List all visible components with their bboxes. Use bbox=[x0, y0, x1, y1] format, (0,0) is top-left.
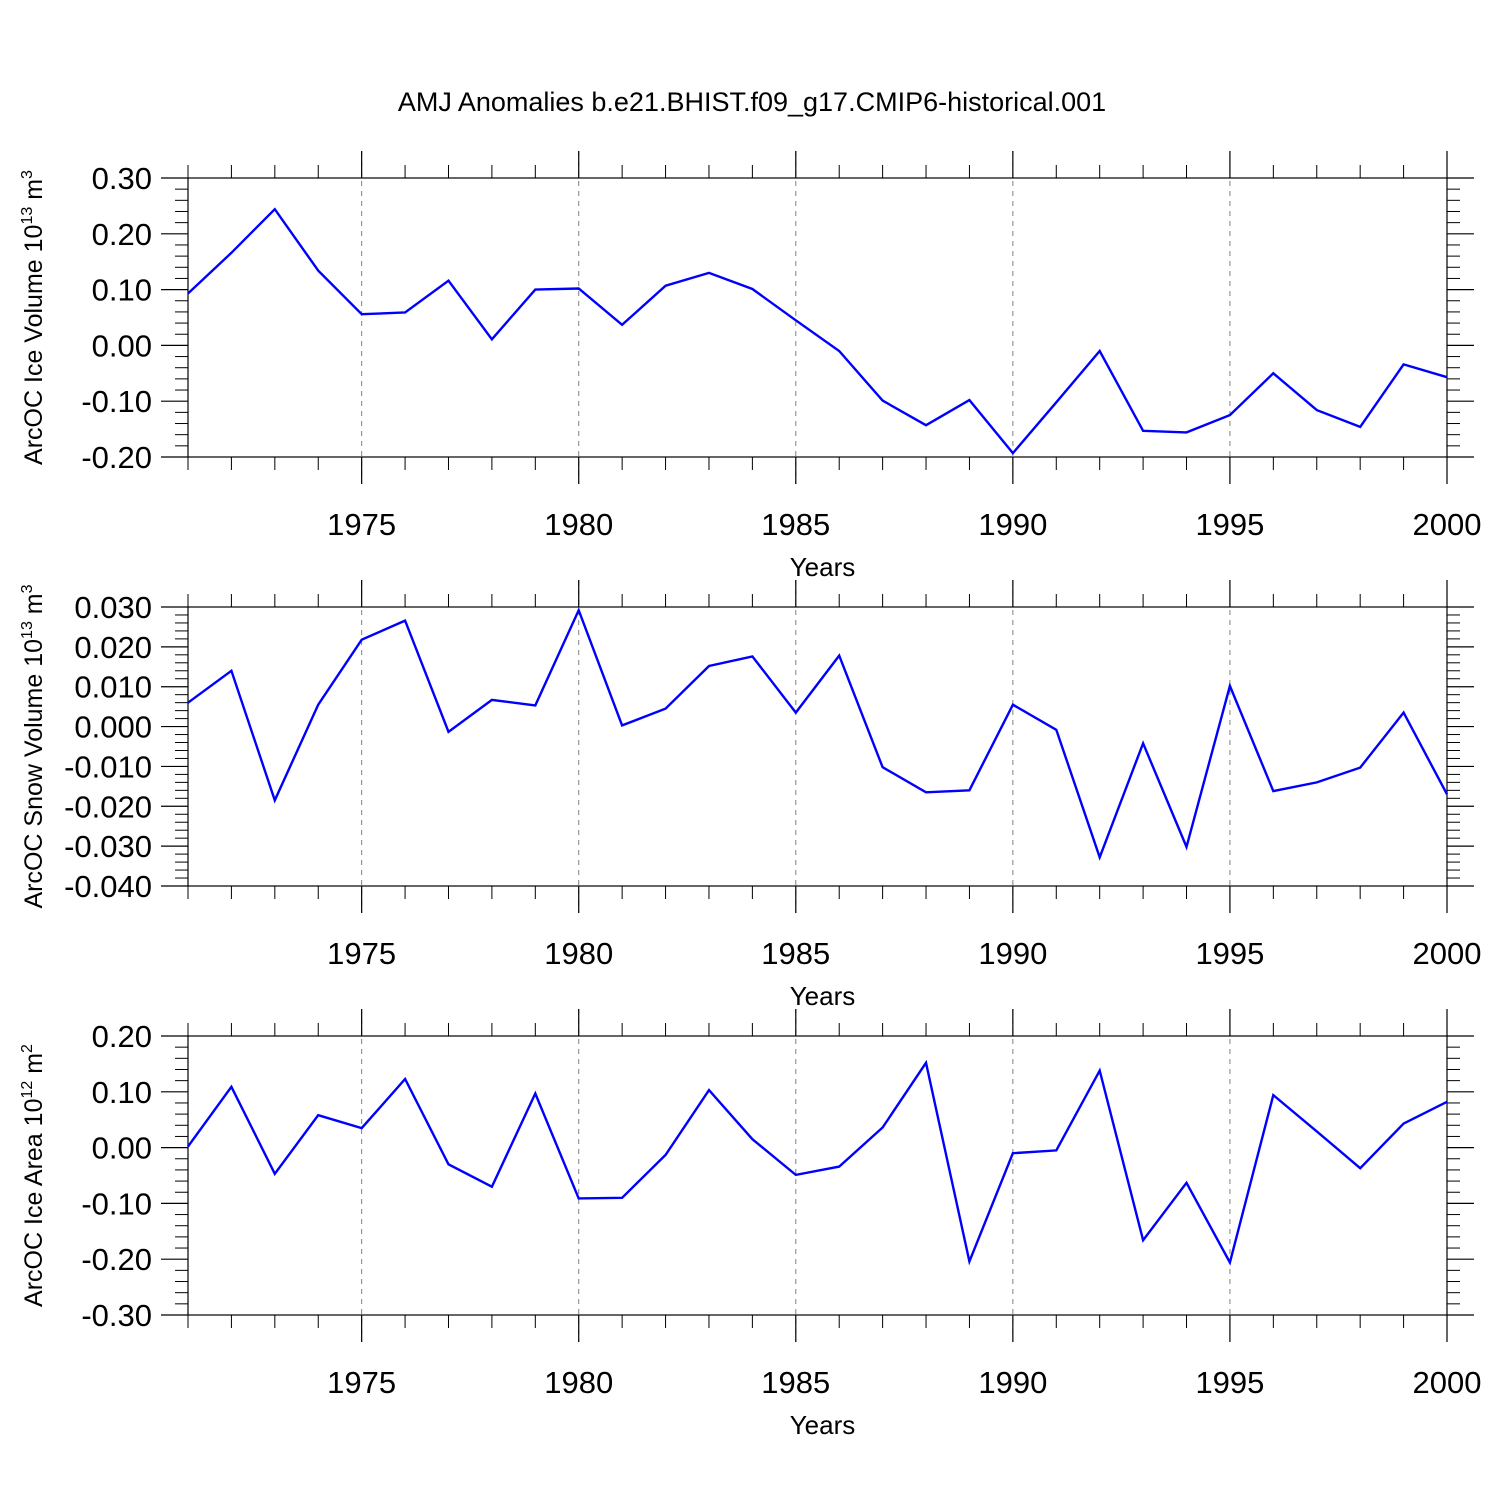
y-tick-label: -0.010 bbox=[64, 749, 152, 784]
x-tick-label: 1980 bbox=[544, 936, 613, 971]
y-tick-label: -0.030 bbox=[64, 829, 152, 864]
y-tick-label: -0.20 bbox=[81, 440, 152, 475]
y-tick-label: 0.000 bbox=[74, 710, 152, 745]
x-tick-label: 1985 bbox=[761, 507, 830, 542]
y-axis-label: ArcOC Ice Area 1012 m2 bbox=[19, 1044, 48, 1307]
x-tick-label: 1990 bbox=[978, 1365, 1047, 1400]
y-axis-label: ArcOC Ice Volume 1013 m3 bbox=[19, 170, 48, 465]
x-tick-label: 2000 bbox=[1413, 1365, 1482, 1400]
y-tick-label: 0.030 bbox=[74, 590, 152, 625]
plot-frame bbox=[187, 177, 1448, 458]
y-tick-label: -0.020 bbox=[64, 789, 152, 824]
x-tick-label: 2000 bbox=[1413, 936, 1482, 971]
plot-frame bbox=[187, 606, 1448, 887]
x-tick-label: 1995 bbox=[1195, 507, 1264, 542]
x-tick-label: 1990 bbox=[978, 936, 1047, 971]
x-tick-label: 1985 bbox=[761, 1365, 830, 1400]
x-axis-label: Years bbox=[790, 1410, 856, 1440]
x-tick-label: 1980 bbox=[544, 1365, 613, 1400]
data-series-line bbox=[187, 207, 1448, 455]
y-tick-label: 0.00 bbox=[92, 328, 152, 363]
chart-panel-2: -0.040 -0.030 -0.020 -0.010 0.000 0.010 0.020 0… bbox=[19, 580, 1481, 1011]
x-tick-label: 1990 bbox=[978, 507, 1047, 542]
y-tick-label: 0.020 bbox=[74, 630, 152, 665]
y-tick-label: 0.30 bbox=[92, 161, 152, 196]
figure-title: AMJ Anomalies b.e21.BHIST.f09_g17.CMIP6-… bbox=[398, 87, 1106, 117]
y-tick-label: -0.20 bbox=[81, 1242, 152, 1277]
x-axis-label: Years bbox=[790, 981, 856, 1011]
panels: -0.20 -0.10 0.00 0.10 0.20 0.30 1975 1980 1985 19… bbox=[19, 151, 1481, 1440]
x-tick-label: 1995 bbox=[1195, 1365, 1264, 1400]
y-tick-label: -0.10 bbox=[81, 1186, 152, 1221]
y-tick-label: 0.20 bbox=[92, 1019, 152, 1054]
x-axis-label: Years bbox=[790, 552, 856, 582]
plot-frame bbox=[187, 1035, 1448, 1316]
x-tick-label: 1975 bbox=[327, 936, 396, 971]
x-tick-label: 1975 bbox=[327, 1365, 396, 1400]
data-series-line bbox=[187, 1059, 1448, 1266]
y-tick-label: -0.10 bbox=[81, 384, 152, 419]
y-axis-label: ArcOC Snow Volume 1013 m3 bbox=[19, 584, 48, 908]
y-tick-label: 0.00 bbox=[92, 1131, 152, 1166]
y-tick-label: -0.30 bbox=[81, 1298, 152, 1333]
x-tick-label: 1980 bbox=[544, 507, 613, 542]
x-tick-label: 1975 bbox=[327, 507, 396, 542]
data-series-line bbox=[187, 607, 1449, 861]
y-tick-label: 0.20 bbox=[92, 217, 152, 252]
chart-panel-1: -0.20 -0.10 0.00 0.10 0.20 0.30 1975 1980 1985 19… bbox=[19, 151, 1481, 582]
y-tick-label: 0.10 bbox=[92, 1075, 152, 1110]
y-tick-label: 0.10 bbox=[92, 273, 152, 308]
x-tick-label: 2000 bbox=[1413, 507, 1482, 542]
x-tick-label: 1995 bbox=[1195, 936, 1264, 971]
chart-panel-3: -0.30 -0.20 -0.10 0.00 0.10 0.20 1975 1980 1985 1… bbox=[19, 1009, 1481, 1440]
y-tick-label: 0.010 bbox=[74, 670, 152, 705]
y-tick-label: -0.040 bbox=[64, 869, 152, 904]
x-tick-label: 1985 bbox=[761, 936, 830, 971]
